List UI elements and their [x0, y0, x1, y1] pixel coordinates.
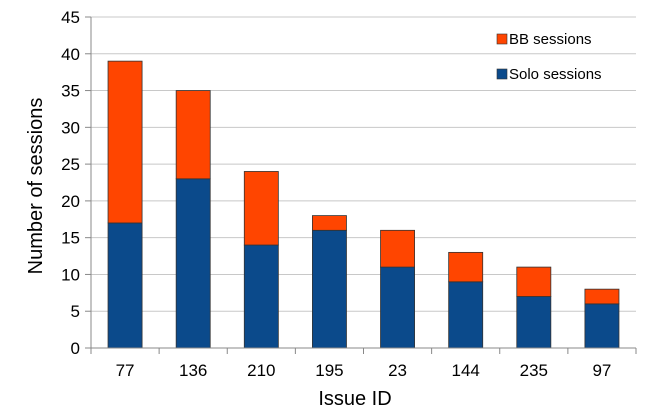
y-tick-label: 0 — [71, 339, 80, 358]
axes — [90, 17, 637, 354]
y-tick-label: 40 — [61, 45, 80, 64]
bar-solo-sessions-195 — [312, 229, 347, 349]
bar-bb-sessions-23 — [380, 229, 415, 268]
bar-bb-sessions-235 — [516, 266, 552, 297]
x-tick-label: 23 — [388, 361, 407, 380]
y-tick-labels: 0 5 10 15 20 25 30 35 40 45 — [61, 8, 80, 358]
y-tick-label: 10 — [61, 265, 80, 284]
y-tick-label: 5 — [71, 302, 80, 321]
x-tick-label: 136 — [179, 361, 207, 380]
legend-swatch — [496, 33, 508, 45]
x-axis-title: Issue ID — [318, 388, 391, 410]
bar-bb-sessions-210 — [243, 171, 279, 246]
x-tick-label: 77 — [116, 361, 135, 380]
x-tick-label: 144 — [452, 361, 480, 380]
bar-solo-sessions-144 — [448, 281, 484, 349]
y-tick-label: 30 — [61, 118, 80, 137]
bar-bb-sessions-136 — [175, 90, 211, 180]
y-tick-label: 20 — [61, 192, 80, 211]
legend: BB sessions Solo sessions — [496, 31, 602, 83]
bar-solo-sessions-97 — [584, 303, 620, 349]
bar-solo-sessions-210 — [243, 244, 279, 349]
y-tick-label: 25 — [61, 155, 80, 174]
bar-bb-sessions-144 — [448, 251, 484, 283]
x-tick-label: 235 — [520, 361, 548, 380]
bar-solo-sessions-23 — [380, 266, 415, 349]
bar-bb-sessions-77 — [107, 60, 143, 224]
bar-solo-sessions-235 — [516, 296, 552, 349]
bar-solo-sessions-136 — [175, 178, 211, 349]
x-tick-label: 210 — [247, 361, 275, 380]
legend-label: Solo sessions — [509, 66, 602, 83]
bar-solo-sessions-77 — [107, 222, 143, 349]
bar-bb-sessions-97 — [584, 288, 620, 305]
x-tick-label: 97 — [592, 361, 611, 380]
legend-swatch — [496, 68, 508, 80]
y-tick-label: 15 — [61, 229, 80, 248]
bars — [107, 60, 620, 349]
y-axis-title: Number of sessions — [25, 98, 47, 275]
x-tick-labels: 77 136 210 195 23 144 235 97 — [116, 361, 612, 380]
bar-bb-sessions-195 — [312, 215, 347, 231]
legend-label: BB sessions — [509, 31, 592, 48]
x-tick-label: 195 — [315, 361, 343, 380]
y-tick-label: 35 — [61, 82, 80, 101]
y-tick-label: 45 — [61, 8, 80, 27]
